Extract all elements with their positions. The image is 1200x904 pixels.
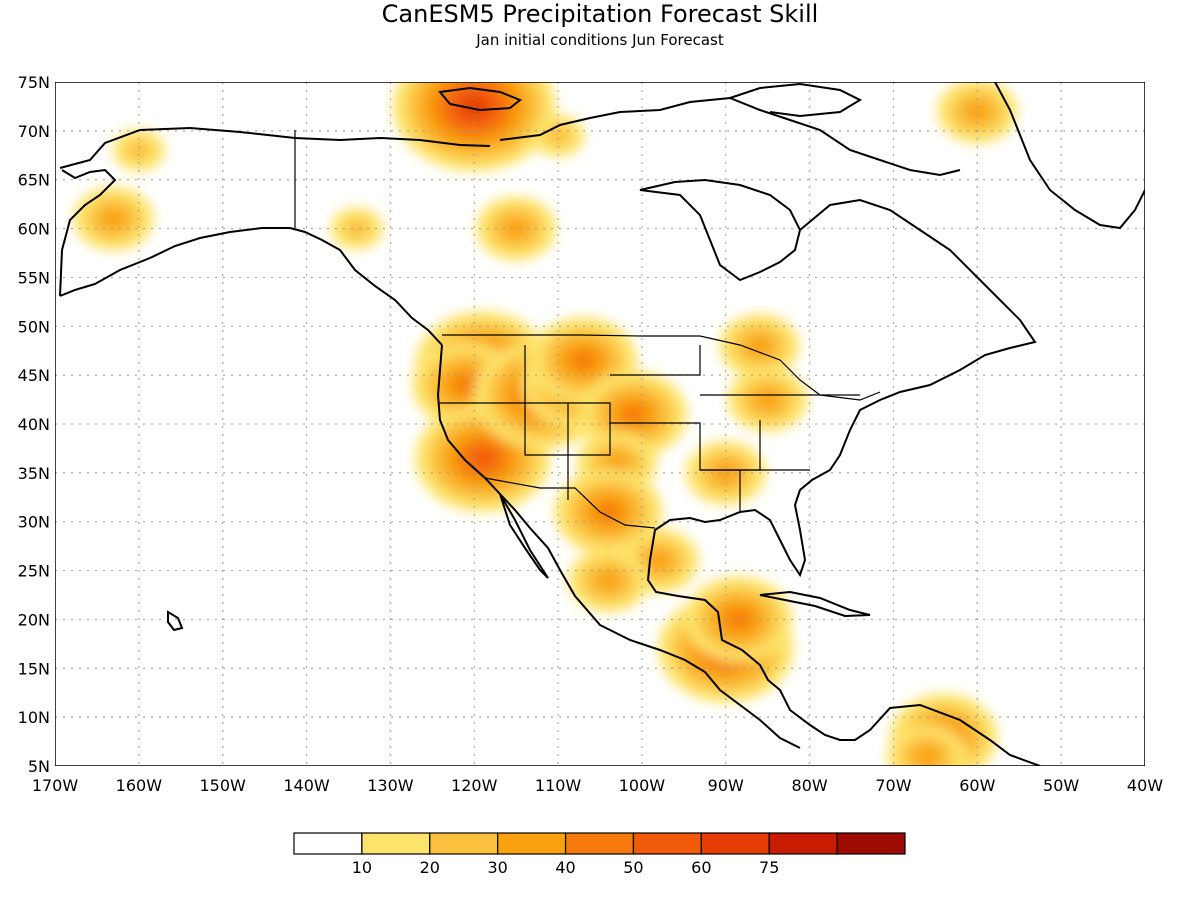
- lon-label: 170W: [32, 776, 79, 795]
- colorbar-label: 10: [352, 858, 372, 877]
- colorbar-label: 40: [555, 858, 575, 877]
- skill-blob: [595, 501, 621, 522]
- lat-label: 10N: [18, 708, 50, 727]
- lon-label: 70W: [875, 776, 911, 795]
- lat-label: 50N: [18, 317, 50, 336]
- colorbar-label: 50: [623, 858, 643, 877]
- lat-label: 70N: [18, 122, 50, 141]
- latitude-labels: 75N 70N 65N 60N 55N 50N 45N 40N 35N 30N 25N 20N 15N 1…: [18, 73, 50, 776]
- lat-label: 55N: [18, 268, 50, 287]
- lat-label: 15N: [18, 659, 50, 678]
- colorbar-label: 60: [691, 858, 711, 877]
- skill-blob: [646, 550, 672, 571]
- skill-blob: [621, 404, 647, 425]
- skill-blob: [964, 101, 990, 122]
- plot-area: [55, 82, 1145, 766]
- lon-label: 80W: [792, 776, 828, 795]
- lon-label: 100W: [619, 776, 666, 795]
- lon-label: 120W: [451, 776, 498, 795]
- colorbar: 10 20 30 40 50 60 75: [293, 832, 906, 877]
- lat-label: 5N: [28, 757, 50, 776]
- skill-blob: [755, 389, 781, 410]
- skill-blob: [746, 335, 772, 356]
- colorbar-label: 75: [759, 858, 779, 877]
- lat-label: 60N: [18, 220, 50, 239]
- skill-blob: [914, 746, 940, 766]
- colorbar-cell: [836, 832, 906, 855]
- colorbar-cells: [293, 832, 906, 855]
- map-subtitle: Jan initial conditions Jun Forecast: [475, 31, 724, 49]
- lat-label: 35N: [18, 464, 50, 483]
- lon-label: 60W: [959, 776, 995, 795]
- lon-label: 50W: [1043, 776, 1079, 795]
- lat-label: 20N: [18, 610, 50, 629]
- lat-label: 75N: [18, 73, 50, 92]
- lon-label: 140W: [283, 776, 330, 795]
- colorbar-label: 30: [487, 858, 507, 877]
- skill-blob: [595, 570, 621, 591]
- lat-label: 25N: [18, 562, 50, 581]
- skill-blob: [713, 462, 739, 483]
- lat-label: 45N: [18, 366, 50, 385]
- skill-blob: [570, 350, 596, 371]
- lon-label: 110W: [535, 776, 582, 795]
- map-title: CanESM5 Precipitation Forecast Skill: [382, 0, 819, 28]
- gridlines: [55, 82, 1145, 766]
- colorbar-cell: [564, 832, 635, 855]
- skill-blob: [344, 218, 370, 239]
- skill-blob: [503, 218, 529, 239]
- skill-blob: [126, 140, 152, 161]
- lon-label: 150W: [200, 776, 247, 795]
- skill-blob: [725, 609, 751, 630]
- colorbar-cell: [293, 832, 363, 855]
- colorbar-cell: [497, 832, 567, 855]
- colorbar-cell: [700, 832, 770, 855]
- lon-label: 130W: [367, 776, 414, 795]
- colorbar-label: 20: [420, 858, 440, 877]
- lon-label: 160W: [116, 776, 163, 795]
- lat-label: 65N: [18, 171, 50, 190]
- longitude-labels: 170W 160W 150W 140W 130W 120W 110W 100W 90W 80W 70…: [32, 776, 1163, 795]
- colorbar-labels: 10 20 30 40 50 60 75: [352, 858, 780, 877]
- skill-blob: [101, 208, 127, 229]
- colorbar-cell: [361, 832, 431, 855]
- colorbar-cell: [429, 832, 499, 855]
- lat-label: 30N: [18, 513, 50, 532]
- skill-blob: [604, 453, 630, 474]
- colorbar-cell: [768, 832, 838, 855]
- skill-blob: [545, 125, 571, 146]
- skill-blob: [453, 374, 479, 395]
- lat-label: 40N: [18, 415, 50, 434]
- boundaries: [294, 130, 881, 529]
- lon-label: 40W: [1127, 776, 1163, 795]
- lon-label: 90W: [708, 776, 744, 795]
- coastlines: [59, 82, 1145, 766]
- colorbar-cell: [632, 832, 702, 855]
- skill-blob: [470, 448, 496, 469]
